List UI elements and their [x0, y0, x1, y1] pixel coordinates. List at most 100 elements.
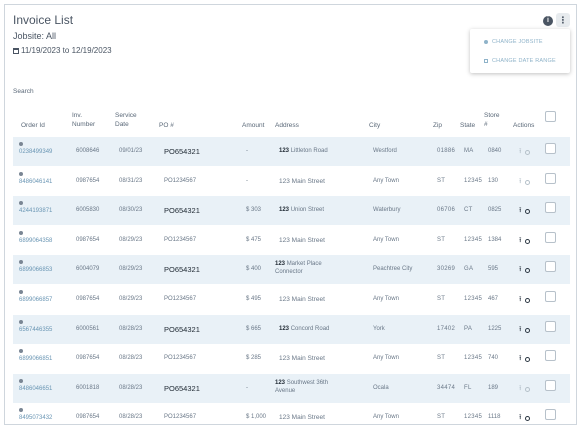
row-checkbox[interactable]: [545, 172, 556, 184]
upload-icon[interactable]: ⭱: [519, 266, 522, 274]
search-icon[interactable]: [525, 238, 531, 244]
order-id-link[interactable]: 6899066851: [19, 356, 53, 363]
status-dot-icon: [19, 171, 23, 176]
search-icon[interactable]: [525, 416, 531, 422]
table-row[interactable]: 6899064358 0987654 08/29/23 PO1234567 $ 475 1…: [13, 226, 570, 255]
address-cell: 123 Littleton Road: [279, 148, 328, 154]
search-icon[interactable]: [525, 386, 531, 392]
service-date-cell: 08/28/23: [119, 414, 143, 421]
table-row[interactable]: 8486046141 0987654 08/31/23 PO1234567 - 123 M…: [13, 167, 570, 196]
column-header-store: Store #: [484, 112, 500, 129]
order-id-link[interactable]: 4244193871: [19, 208, 53, 215]
row-checkbox[interactable]: [545, 409, 556, 421]
search-icon[interactable]: [525, 268, 531, 274]
inv-number-cell: 6000561: [76, 325, 100, 332]
order-id-cell: 8486046141: [19, 171, 53, 185]
store-cell: 130: [488, 177, 499, 184]
city-cell: Any Town: [373, 355, 399, 362]
store-cell: 467: [488, 296, 499, 302]
state-cell: 12345: [464, 296, 483, 302]
order-id-link[interactable]: 8495073432: [19, 415, 53, 422]
store-cell: 1225: [488, 325, 502, 332]
jobsite-filter-label: Jobsite: All: [13, 31, 57, 41]
row-checkbox[interactable]: [545, 231, 556, 243]
row-checkbox[interactable]: [545, 320, 556, 332]
city-cell: Westford: [373, 148, 397, 154]
table-row[interactable]: 6567446355 6000561 08/28/23 PO654321 $ 665 12…: [13, 314, 570, 344]
address-cell: 123 Union Street: [279, 207, 324, 213]
search-icon[interactable]: [525, 150, 531, 155]
order-id-cell: 6899066853: [19, 260, 52, 273]
service-date-cell: 08/30/23: [119, 207, 143, 214]
order-id-link[interactable]: 6899064358: [19, 237, 53, 244]
row-checkbox[interactable]: [545, 350, 556, 362]
column-header-actions: Actions: [513, 122, 535, 129]
city-cell: Waterbury: [373, 207, 401, 214]
table-row[interactable]: 8486046651 6001818 08/28/23 PO654321 - 123 So…: [13, 373, 570, 403]
city-cell: Any Town: [373, 414, 399, 421]
row-checkbox[interactable]: [545, 291, 556, 302]
status-dot-icon: [19, 142, 23, 146]
service-date-cell: 08/29/23: [119, 236, 143, 243]
actions-cell: ⭱: [519, 295, 531, 306]
inv-number-cell: 0987654: [76, 177, 100, 184]
upload-icon[interactable]: ⭱: [519, 414, 522, 422]
menu-item-change-jobsite[interactable]: CHANGE JOBSITE: [470, 32, 570, 51]
upload-icon[interactable]: ⭱: [519, 177, 522, 185]
city-cell: Any Town: [373, 296, 399, 302]
service-date-cell: 08/29/23: [119, 296, 143, 302]
service-date-cell: 09/01/23: [119, 148, 143, 154]
search-icon[interactable]: [525, 327, 531, 333]
store-cell: 0840: [488, 148, 502, 154]
po-cell: PO1234567: [164, 414, 197, 421]
address-number: 123: [275, 379, 286, 386]
table-row[interactable]: 6899066853 6004079 08/29/23 PO654321 $ 400 12…: [13, 255, 570, 285]
order-id-cell: 4244193871: [19, 201, 52, 214]
row-checkbox[interactable]: [545, 202, 556, 214]
column-header-po: PO #: [159, 122, 174, 129]
state-cell: CT: [464, 207, 473, 214]
upload-icon[interactable]: ⭱: [519, 148, 522, 155]
state-cell: 12345: [464, 414, 483, 421]
po-cell: PO1234567: [164, 296, 197, 302]
upload-icon[interactable]: ⭱: [519, 355, 522, 363]
search-icon[interactable]: [525, 357, 531, 363]
column-header-service-date: Service Date: [115, 112, 137, 129]
search-icon[interactable]: [525, 179, 531, 185]
search-label[interactable]: Search: [13, 88, 34, 95]
upload-icon[interactable]: ⭱: [519, 325, 522, 333]
actions-cell: ⭱: [519, 384, 531, 395]
order-id-link[interactable]: 8486046141: [19, 178, 53, 185]
city-cell: Any Town: [373, 236, 399, 243]
info-icon[interactable]: i: [543, 16, 553, 26]
upload-icon[interactable]: ⭱: [519, 236, 522, 244]
upload-icon[interactable]: ⭱: [519, 384, 522, 392]
row-checkbox[interactable]: [545, 143, 556, 154]
row-checkbox[interactable]: [545, 379, 556, 391]
upload-icon[interactable]: ⭱: [519, 207, 522, 215]
row-checkbox[interactable]: [545, 261, 556, 273]
upload-icon[interactable]: ⭱: [519, 296, 522, 303]
city-cell: Any Town: [373, 177, 399, 184]
address-line1: Concord Road: [290, 325, 330, 332]
column-header-zip: Zip: [433, 122, 443, 129]
more-vertical-icon[interactable]: ⋮: [556, 13, 570, 27]
search-icon[interactable]: [525, 209, 531, 215]
header-line: Number: [72, 120, 96, 128]
zip-cell: 01886: [437, 148, 456, 154]
table-row[interactable]: 0238499349 6008646 09/01/23 PO654321 - 123 Li…: [13, 137, 570, 166]
order-id-link[interactable]: 6567446355: [19, 326, 53, 333]
order-id-link[interactable]: 6899066857: [19, 297, 53, 303]
table-row[interactable]: 6899066851 0987654 08/28/23 PO1234567 $ 285 1…: [13, 344, 570, 373]
table-row[interactable]: 4244193871 6005830 08/30/23 PO654321 $ 303 12…: [13, 196, 570, 226]
menu-item-change-date-range[interactable]: CHANGE DATE RANGE: [470, 51, 570, 70]
actions-cell: ⭱: [519, 354, 531, 365]
order-id-link[interactable]: 0238499349: [19, 149, 53, 155]
table-row[interactable]: 8495073432 0987654 08/28/23 PO1234567 $ 1,00…: [13, 403, 570, 424]
order-id-cell: 8495073432: [19, 408, 52, 421]
order-id-link[interactable]: 6899066853: [19, 267, 53, 274]
select-all-checkbox[interactable]: [545, 111, 556, 122]
search-icon[interactable]: [525, 298, 531, 303]
order-id-link[interactable]: 8486046651: [19, 385, 53, 392]
table-row[interactable]: 6899066857 0987654 08/29/23 PO1234567 $ 495 1…: [13, 285, 570, 314]
